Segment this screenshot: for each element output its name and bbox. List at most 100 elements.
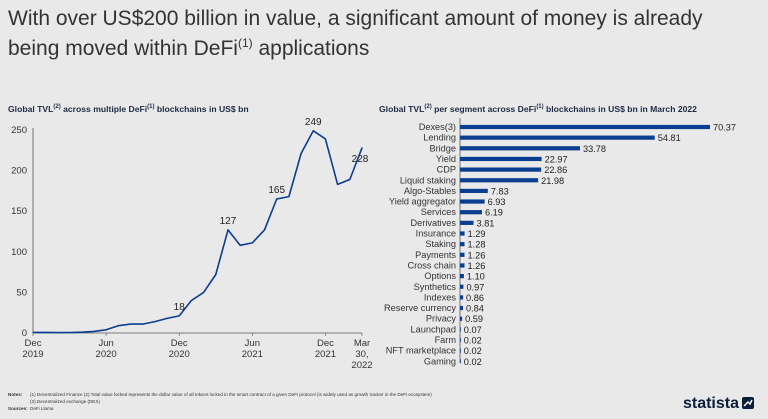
tvl-point-23 bbox=[312, 130, 314, 132]
bar-value-label-20: 0.02 bbox=[464, 336, 482, 346]
headline-sup: (1) bbox=[237, 36, 253, 50]
bar-15 bbox=[460, 284, 464, 289]
tvl-point-14 bbox=[202, 291, 205, 293]
bar-category-label-13: Cross chain bbox=[407, 260, 456, 270]
bar-18 bbox=[460, 316, 463, 321]
bar-chart-title: Global TVL(2) per segment across DeFi(1)… bbox=[379, 104, 697, 114]
brand-text: statista bbox=[682, 395, 739, 412]
bar-value-label-9: 3.81 bbox=[477, 218, 495, 228]
x-tick-label-line: Dec bbox=[317, 338, 334, 349]
x-tick-label-3: Jun 2021 bbox=[242, 338, 263, 360]
bar-title-pre: Global TVL bbox=[379, 104, 425, 114]
bar-19 bbox=[460, 327, 461, 332]
data-label-127: 127 bbox=[220, 216, 237, 227]
y-tick-label-200: 200 bbox=[11, 166, 27, 177]
bar-category-label-9: Derivatives bbox=[411, 218, 457, 228]
bar-category-label-7: Yield aggregator bbox=[389, 197, 456, 207]
bar-0 bbox=[460, 124, 710, 130]
bar-title-mid: per segment across DeFi bbox=[431, 104, 537, 114]
bar-title-sup1: (2) bbox=[424, 104, 432, 111]
bar-category-label-19: Launchpad bbox=[411, 324, 456, 334]
bar-value-label-12: 1.26 bbox=[467, 250, 485, 260]
bar-title-sup2: (1) bbox=[536, 104, 544, 111]
x-tick-label-line: 2019 bbox=[22, 349, 43, 360]
bar-2 bbox=[460, 146, 580, 151]
tvl-point-15 bbox=[215, 273, 217, 276]
data-label-18: 18 bbox=[174, 302, 186, 313]
bar-4 bbox=[460, 167, 542, 172]
x-tick-label-0: Dec 2019 bbox=[22, 338, 43, 360]
bar-value-label-5: 21.98 bbox=[541, 176, 564, 186]
sources-label: Sources: bbox=[8, 406, 28, 411]
bar-12 bbox=[460, 252, 465, 257]
tvl-point-7 bbox=[117, 325, 119, 327]
bar-category-label-15: Synthetics bbox=[414, 282, 457, 292]
bar-value-label-3: 22.97 bbox=[545, 154, 568, 164]
bar-16 bbox=[460, 295, 464, 300]
bar-category-label-16: Indexes bbox=[424, 292, 457, 302]
line-title-mid: across multiple DeFi bbox=[60, 104, 148, 114]
bar-8 bbox=[460, 210, 482, 215]
bar-value-label-8: 6.19 bbox=[485, 208, 503, 218]
bar-value-label-22: 0.02 bbox=[464, 357, 482, 367]
tvl-point-20 bbox=[276, 198, 278, 200]
notes-label: Notes: bbox=[8, 392, 23, 397]
tvl-point-19 bbox=[263, 229, 266, 231]
bar-14 bbox=[460, 274, 464, 279]
line-title-sup2: (1) bbox=[147, 104, 155, 111]
x-tick-label-2: Dec 2020 bbox=[169, 338, 190, 360]
data-label-228: 228 bbox=[352, 154, 369, 165]
tvl-series-line bbox=[33, 130, 363, 334]
line-chart-title: Global TVL(2) across multiple DeFi(1) bl… bbox=[8, 104, 249, 114]
bar-category-label-20: Farm bbox=[435, 335, 457, 345]
tvl-point-22 bbox=[300, 152, 302, 155]
bar-category-label-4: CDP bbox=[437, 165, 456, 175]
headline: With over US$200 billion in value, a sig… bbox=[8, 6, 748, 61]
tvl-point-24 bbox=[324, 138, 327, 140]
y-tick-label-100: 100 bbox=[11, 247, 27, 258]
bar-category-label-12: Payments bbox=[415, 250, 456, 260]
bar-category-label-22: Gaming bbox=[424, 356, 456, 366]
bar-value-label-4: 22.86 bbox=[544, 165, 567, 175]
y-tick-label-250: 250 bbox=[11, 125, 27, 136]
x-tick-label-line: Jun bbox=[245, 338, 260, 349]
tvl-point-11 bbox=[166, 317, 168, 319]
headline-text-end: applications bbox=[252, 37, 370, 60]
bar-category-label-21: NFT marketplace bbox=[386, 346, 456, 356]
bar-22 bbox=[460, 359, 461, 364]
note-1: (1) Decentralized Finance (2) Total valu… bbox=[30, 392, 432, 397]
tvl-point-4 bbox=[81, 331, 83, 333]
bar-category-label-0: Dexes(3) bbox=[419, 122, 456, 132]
tvl-point-26 bbox=[349, 178, 351, 181]
bar-11 bbox=[460, 242, 465, 247]
tvl-point-18 bbox=[251, 242, 253, 244]
footer-notes: Notes: (1) Decentralized Finance (2) Tota… bbox=[8, 391, 432, 412]
bar-3 bbox=[460, 156, 542, 162]
bar-17 bbox=[460, 305, 463, 311]
x-tick-label-line: 2020 bbox=[96, 349, 117, 360]
bar-category-label-17: Reserve currency bbox=[384, 303, 456, 313]
bar-value-label-15: 0.97 bbox=[466, 282, 484, 292]
bar-13 bbox=[460, 263, 465, 268]
bar-category-label-2: Bridge bbox=[429, 143, 456, 153]
bar-category-label-1: Lending bbox=[423, 133, 456, 143]
bar-value-label-13: 1.26 bbox=[467, 261, 485, 271]
bar-title-post: blockchains in US$ bn in March 2022 bbox=[543, 104, 697, 114]
bar-value-label-10: 1.29 bbox=[468, 229, 486, 239]
tvl-point-27 bbox=[361, 147, 363, 149]
bar-category-label-5: Liquid staking bbox=[400, 175, 456, 185]
statista-logo[interactable]: statista bbox=[683, 395, 754, 413]
bar-category-label-14: Options bbox=[424, 271, 456, 281]
bar-5 bbox=[460, 178, 539, 183]
y-tick-label-50: 50 bbox=[16, 287, 27, 298]
bar-1 bbox=[460, 135, 655, 140]
bar-20 bbox=[460, 337, 461, 343]
bar-value-label-2: 33.78 bbox=[583, 144, 606, 154]
x-tick-label-1: Jun 2020 bbox=[96, 338, 117, 360]
tvl-point-25 bbox=[337, 183, 339, 186]
line-title-sup1: (2) bbox=[53, 104, 61, 111]
x-tick-label-4: Dec 2021 bbox=[315, 338, 336, 360]
tvl-point-21 bbox=[288, 195, 290, 198]
